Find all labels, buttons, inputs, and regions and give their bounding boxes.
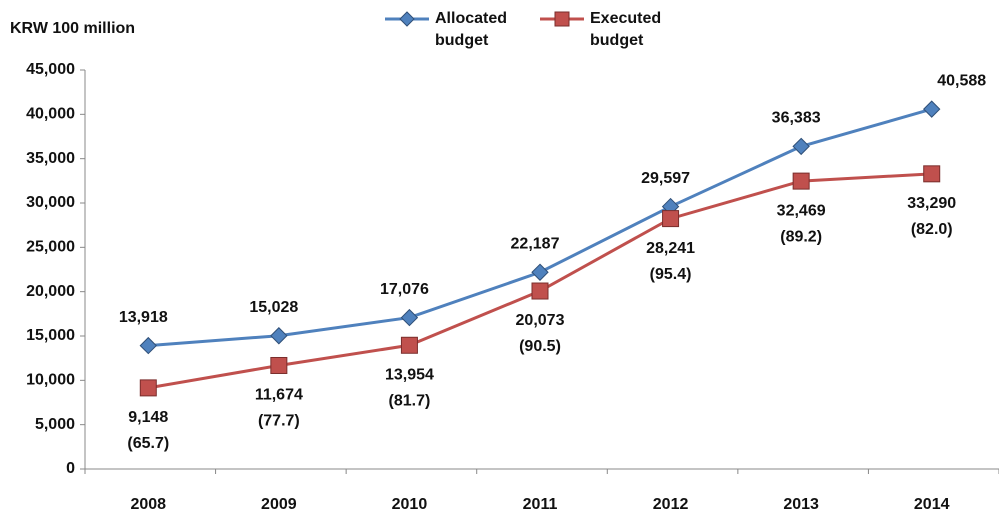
x-tick-label: 2010 — [392, 496, 428, 513]
point — [662, 210, 680, 228]
point — [923, 165, 941, 183]
y-tick-label: 45,000 — [26, 61, 75, 78]
value-label: 17,076 — [380, 281, 429, 298]
y-tick-label: 0 — [66, 460, 75, 477]
rate-label: (95.4) — [650, 266, 692, 283]
y-tick-label: 25,000 — [26, 239, 75, 256]
point — [139, 379, 157, 397]
value-label: 15,028 — [249, 299, 298, 316]
rate-label: (65.7) — [127, 435, 169, 452]
rate-label: (81.7) — [389, 392, 431, 409]
point — [792, 172, 810, 190]
y-tick-label: 30,000 — [26, 194, 75, 211]
x-tick-label: 2008 — [130, 496, 166, 513]
point — [139, 336, 157, 355]
value-label: 29,597 — [641, 170, 690, 187]
y-tick-label: 5,000 — [35, 416, 75, 433]
point — [270, 327, 288, 345]
legend-label: Allocated budget — [435, 10, 511, 49]
x-tick-label: 2013 — [783, 496, 819, 513]
point — [400, 308, 419, 327]
x-tick-label: 2014 — [914, 496, 950, 513]
legend-label: Executed budget — [590, 10, 666, 49]
value-label: 13,954 — [385, 366, 434, 383]
value-label: 33,290 — [907, 195, 956, 212]
value-label: 40,588 — [937, 72, 986, 89]
value-label: 22,187 — [511, 235, 560, 252]
rate-label: (82.0) — [911, 221, 953, 238]
value-label: 32,469 — [777, 202, 826, 219]
value-label: 13,918 — [119, 309, 168, 326]
point — [270, 356, 288, 374]
x-tick-label: 2011 — [523, 496, 558, 513]
value-label: 28,241 — [646, 240, 695, 257]
value-label: 20,073 — [516, 312, 565, 329]
value-label: 36,383 — [772, 110, 821, 127]
value-label: 11,674 — [255, 387, 303, 404]
y-tick-label: 10,000 — [26, 372, 75, 389]
y-tick-label: 35,000 — [26, 150, 75, 167]
point — [792, 137, 810, 156]
legend-marker — [554, 11, 570, 27]
legend-marker — [399, 11, 415, 27]
value-label: 9,148 — [128, 409, 168, 426]
y-axis-label: KRW 100 million — [10, 20, 135, 37]
y-tick-label: 20,000 — [26, 283, 75, 300]
rate-label: (77.7) — [258, 413, 300, 430]
rate-label: (90.5) — [519, 338, 561, 355]
rate-label: (89.2) — [780, 228, 822, 245]
x-tick-label: 2009 — [261, 496, 297, 513]
y-tick-label: 15,000 — [26, 327, 75, 344]
point — [531, 263, 549, 281]
point — [400, 336, 418, 354]
point — [923, 100, 941, 118]
y-tick-label: 40,000 — [26, 106, 75, 123]
x-tick-label: 2012 — [653, 496, 689, 513]
point — [531, 282, 549, 300]
